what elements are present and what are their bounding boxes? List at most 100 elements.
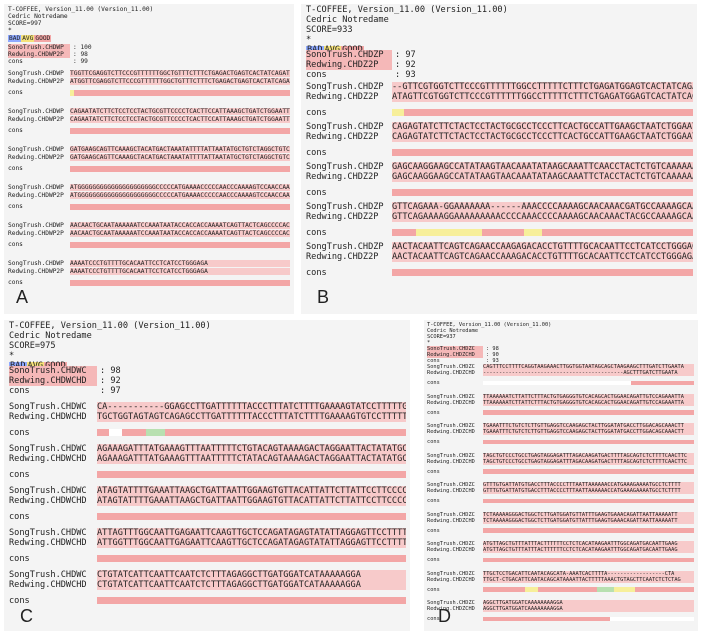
alignment-header: T-COFFEE, Version_11.00 (Version_11.00) C… [8,6,153,42]
sequence-name: SongTrush.CHDWP [8,260,64,268]
score-row: cons : 99 [8,58,92,65]
sequence-row: Redwing.CHDWP2P AACAACTGCAATAAAAAATCCAAAT… [8,229,290,238]
sequence-residues: AACAACTGCAATAAAAAATCCAAATAATACCACCACCAAA… [70,222,290,230]
sequence-row: Redwing.CHDWCHD ATTGGTTTGGCAATTGAGAATTCAA… [9,538,406,548]
consensus-label: cons [427,498,440,505]
score-value: : 98 [100,366,121,376]
alignment-block: SongTrush.CHDZP AACTACAATTCAGTCAGAACCAAGA… [306,242,693,278]
consensus-row: cons [9,428,406,438]
author-line: Cedric Notredame [8,13,68,21]
score-seq-name: SonoTrush.CHDWC [9,366,97,376]
program-title: T-COFFEE, Version_11.00 (Version_11.00) [306,5,508,15]
sequence-name: SongTrush.CHDZC [427,393,475,400]
alignment-block: SongTrush.CHDZP GAGCAAGGAAGCCATATAAGTAACA… [306,162,693,198]
conservation-bar [483,439,694,445]
sequence-residues: ATTAGTTTGGCAATTGAGAATTCAAGTTGCTCCAGATAGA… [97,528,406,538]
alignment-block: SongTrush.CHDWC AGAAAGATTTATGAAAGTTTAATTT… [9,444,406,480]
sequence-row: SongTrush.CHDZC TTAAAAAATCTTATTCTTTACTGTG… [427,393,694,400]
program-title: T-COFFEE, Version_11.00 (Version_11.00) [8,6,154,13]
sequence-row: Redwing.CHDZ2P CAGAGTATCTTCTACTCCTACTGCGC… [306,132,693,142]
score-seq-name: SonoTrush.CHDZC [427,346,483,352]
consensus-row: cons [8,165,290,173]
sequence-residues: TGGTTCGAGGTCTTCCCGTTTTTTGGCTGTTTCTTTCTGA… [70,70,290,78]
sequence-residues: TTGCT-CTGACATTCAATACAGCATAAAATTACTTTTTAA… [483,576,694,583]
sequence-row: SongTrush.CHDWP CAGAATATCTTCTCCTCCTACTGCG… [8,108,290,116]
score-seq-name: cons [427,358,440,364]
sequence-row: Redwing.CHDZCHD AGGCTTGATGGATCAAAAAAAAGGA [427,606,694,613]
score-value: : 90 [486,352,499,358]
conservation-bar [483,557,694,563]
star-line: * [9,350,15,361]
sequence-row: SongTrush.CHDZC TGAAATTTCTGTCTCTTGTTGAGGT… [427,423,694,430]
sequence-residues: GTTTGTGATTATGTGACCTTTACCCCTTTAATTAAAAAAC… [483,488,694,495]
conservation-bar [483,587,694,592]
sequence-residues: ATGTTAGCTGTTTATTTACTTTTTTCCTCTCACATAAGAA… [483,541,694,548]
consensus-row: cons [427,410,694,416]
sequence-residues: TTGCTCCTGACATTCAATACAGCATA-AAATCACTTTTA-… [483,570,694,577]
score-seq-name: cons [8,58,23,65]
sequence-name: Redwing.CHDZ2P [306,252,379,262]
sequence-name: SongTrush.CHDWP [8,184,64,192]
conservation-bar [70,204,290,210]
score-row: cons: 93 [306,70,416,80]
sequence-row: Redwing.CHDZ2P GTTCAGAAAAGGAAAAAAAAACCCCA… [306,212,693,222]
sequence-row: Redwing.CHDWCHD CTGTATCATTCAATTCAATCTCTTT… [9,580,406,590]
consensus-row: cons [8,89,290,97]
sequence-name: SongTrush.CHDZC [427,511,475,518]
score-seq-name: SonoTrush.CHDZP [306,50,392,60]
score-table: SonoTrush.CHDWC: 98 Redwing.CHDWCHD: 92 co… [9,366,121,396]
alignment-block: SongTrush.CHDZC CAGTTTCCTTTTCAGGTAAGAAACT… [427,364,694,386]
score-value: : 99 [73,58,88,65]
sequence-row: SongTrush.CHDZC TTGCTCCTGACATTCAATACAGCAT… [427,570,694,577]
alignment-block: SongTrush.CHDWP TGGTTCGAGGTCTTCCCGTTTTTTG… [8,70,290,97]
sequence-row: Redwing.CHDZCHD ATGTTAGCTGTTTATTTACTTTTTT… [427,547,694,554]
conservation-bar [97,597,406,604]
sequence-residues: ATAGTATTTTGAAATTAAGCTGATTAATTGGAAGTGTTAC… [97,486,406,496]
sequence-name: SongTrush.CHDZC [427,600,475,607]
alignment-block: SongTrush.CHDZC GTTTGTGATTATGTGACCTTTACCC… [427,482,694,504]
score-seq-name: Redwing.CHDWCHD [9,376,97,386]
sequence-residues: GTTCAGAAA-GGAAAAAAA------AAACCCCAAAAGCAA… [392,202,693,212]
sequence-row: Redwing.CHDZ2P GAGCAAGGAAGCCATATAAGTAACAA… [306,172,693,182]
alignment-panel-b: T-COFFEE, Version_11.00 (Version_11.00) C… [301,4,697,314]
sequence-name: SongTrush.CHDWP [8,146,64,154]
consensus-label: cons [9,469,30,480]
alignment-block: SongTrush.CHDWP ATGGGGGGGGGGGGGGGGGGGGGCC… [8,184,290,211]
score-table: SonoTrush.CHDWP: 100 Redwing.CHDWP2P: 98 c… [8,44,92,65]
sequence-name: SongTrush.CHDZP [306,82,384,92]
sequence-residues: GTTCAGAAAAGGAAAAAAAAACCCCAAACCCCAAAAGCAA… [392,212,693,222]
alignment-block: SongTrush.CHDZP --GTTCGTGGTCTTCCCGTTTTTTG… [306,82,693,118]
sequence-residues: AACAACTGCAATAAAAAATCCAAATAATACCACCACCAAA… [70,229,290,237]
consensus-label: cons [427,409,440,416]
sequence-row: Redwing.CHDWCHD AGAAAGATTTATGAAAGTTTAATTT… [9,454,406,464]
consensus-label: cons [306,107,327,118]
sequence-name: Redwing.CHDZCHD [427,547,475,554]
sequence-row: SongTrush.CHDWP AAAATCCCTGTTTTGCACAATTCCT… [8,260,290,268]
consensus-label: cons [8,279,23,287]
sequence-name: SongTrush.CHDZP [306,242,384,252]
sequence-name: SongTrush.CHDWC [9,570,87,580]
sequence-residues: GTTTGTGATTATGTGACCTTTACCCCTTTAATTAAAAAAC… [483,482,694,489]
consensus-row: cons [8,241,290,249]
sequence-residues: CAGAGTATCTTCTACTCCTACTGCGCCTCCCTTCACTGCC… [392,132,693,142]
legend-good: GOOD [34,34,52,42]
sequence-row: SongTrush.CHDZC CAGTTTCCTTTTCAGGTAAGAAACT… [427,364,694,371]
conservation-bar [70,128,290,134]
sequence-row: SongTrush.CHDZC GTTTGTGATTATGTGACCTTTACCC… [427,482,694,489]
sequence-residues: ATGGGGGGGGGGGGGGGGGGGGGCCCCCATGAAAACCCCC… [70,191,290,199]
sequence-residues: TCTAAAAAGGGACTGGCTCTTGATGGATGTTATTTGAAGT… [483,511,694,518]
sequence-residues: GATGAAGCAGTTCAAAGCTACATGACTAAATATTTTATTA… [70,146,290,154]
consensus-label: cons [9,595,30,606]
consensus-label: cons [8,203,23,211]
score-row: cons: 97 [9,386,121,396]
sequence-name: SongTrush.CHDWP [8,222,64,230]
sequence-row: SongTrush.CHDZC AGGCTTGATGGATCAAAAAAAAGGA [427,600,694,607]
conservation-bar [392,269,693,276]
alignment-panel-c: T-COFFEE, Version_11.00 (Version_11.00) C… [4,320,410,631]
consensus-label: cons [306,267,327,278]
score-row: SonoTrush.CHDWP: 100 [8,44,92,51]
sequence-name: SongTrush.CHDWP [8,70,64,78]
sequence-row: Redwing.CHDWCHD ATAGTATTTTGAAATTAAGCTGATT… [9,496,406,506]
sequence-residues: ATGGGGGGGGGGGGGGGGGGGGGCCCCCATGAAAACCCCC… [70,184,290,192]
